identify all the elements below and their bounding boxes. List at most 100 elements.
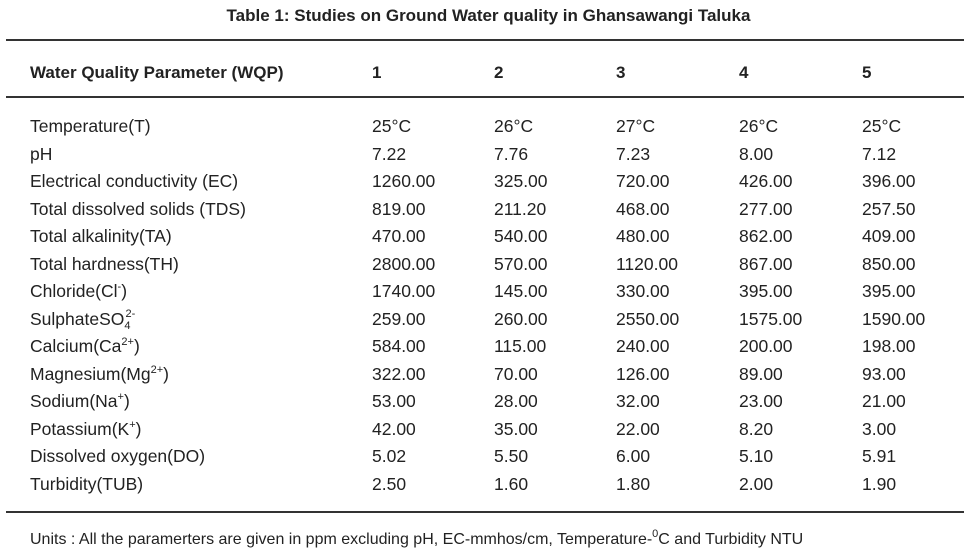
top-rule bbox=[6, 39, 964, 41]
parameter-name: Total hardness(TH) bbox=[30, 254, 179, 275]
value-cell: 25°C bbox=[862, 116, 902, 136]
header-col-5: 5 bbox=[862, 63, 872, 82]
value-cell: 35.00 bbox=[494, 418, 538, 439]
value-cell: 1260.00 bbox=[372, 171, 436, 191]
parameter-name: Total dissolved solids (TDS) bbox=[30, 199, 246, 220]
parameter-name: Calcium(Ca2+) bbox=[30, 336, 140, 357]
parameter-label: Potassium(K bbox=[30, 418, 130, 439]
value-cell: 2550.00 bbox=[616, 308, 680, 329]
parameter-label: Total hardness(TH) bbox=[30, 253, 179, 274]
value-cell: 325.00 bbox=[494, 171, 548, 191]
parameter-label-end: ) bbox=[135, 418, 142, 439]
table-title: Table 1: Studies on Ground Water quality… bbox=[226, 6, 751, 25]
value-cell: 540.00 bbox=[494, 226, 548, 246]
value-cell: 1120.00 bbox=[616, 253, 678, 274]
parameter-label: Magnesium(Mg bbox=[30, 363, 151, 384]
header-col-1: 1 bbox=[372, 63, 382, 82]
parameter-label: Sodium(Na bbox=[30, 391, 118, 411]
value-cell: 395.00 bbox=[739, 281, 793, 301]
value-cell: 257.50 bbox=[862, 198, 916, 219]
bottom-rule bbox=[6, 511, 964, 513]
parameter-superscript: - bbox=[117, 281, 122, 293]
parameter-label: Temperature(T) bbox=[30, 116, 151, 136]
footnote-text-end: C and Turbidity NTU bbox=[658, 531, 804, 548]
value-cell: 28.00 bbox=[494, 391, 538, 411]
parameter-superscript: + bbox=[129, 418, 136, 431]
value-cell: 277.00 bbox=[739, 198, 793, 219]
units-footnote: Units : All the paramerters are given in… bbox=[30, 528, 804, 549]
value-cell: 26°C bbox=[494, 116, 534, 136]
value-cell: 470.00 bbox=[372, 226, 426, 246]
parameter-label: Total alkalinity(TA) bbox=[30, 226, 172, 246]
value-cell: 8.00 bbox=[739, 143, 774, 164]
parameter-name: SulphateSO42- bbox=[30, 307, 136, 331]
value-cell: 27°C bbox=[616, 116, 656, 136]
value-cell: 862.00 bbox=[739, 226, 793, 246]
value-cell: 89.00 bbox=[739, 363, 783, 384]
value-cell: 850.00 bbox=[862, 253, 916, 274]
value-cell: 211.20 bbox=[494, 198, 547, 219]
parameter-superscript: 2- bbox=[125, 307, 136, 320]
value-cell: 5.91 bbox=[862, 446, 897, 466]
value-cell: 468.00 bbox=[616, 198, 670, 219]
value-cell: 260.00 bbox=[494, 308, 548, 329]
value-cell: 115.00 bbox=[494, 336, 547, 356]
parameter-name: Total alkalinity(TA) bbox=[30, 226, 172, 247]
value-cell: 584.00 bbox=[372, 336, 426, 356]
table-row: Potassium(K+) 42.00 35.00 22.00 8.20 3.00 bbox=[0, 419, 977, 446]
parameter-label: SulphateSO bbox=[30, 308, 125, 329]
value-cell: 70.00 bbox=[494, 363, 538, 384]
parameter-label: pH bbox=[30, 143, 53, 164]
value-cell: 7.76 bbox=[494, 143, 529, 164]
value-cell: 93.00 bbox=[862, 363, 906, 384]
value-cell: 426.00 bbox=[739, 171, 793, 191]
table-row: Sodium(Na+) 53.00 28.00 32.00 23.00 21.00 bbox=[0, 391, 977, 418]
table-row: SulphateSO42- 259.00 260.00 2550.00 1575.00 1… bbox=[0, 307, 977, 336]
table-row: Total alkalinity(TA) 470.00 540.00 480.00 86… bbox=[0, 226, 977, 253]
value-cell: 25°C bbox=[372, 116, 412, 136]
table-row: Total dissolved solids (TDS) 819.00 211.20… bbox=[0, 199, 977, 226]
header-rule bbox=[6, 96, 964, 98]
value-cell: 867.00 bbox=[739, 253, 793, 274]
parameter-name: pH bbox=[30, 144, 52, 165]
parameter-name: Magnesium(Mg2+) bbox=[30, 364, 169, 385]
value-cell: 570.00 bbox=[494, 253, 548, 274]
parameter-label-end: ) bbox=[163, 363, 169, 384]
value-cell: 3.00 bbox=[862, 418, 897, 439]
value-cell: 259.00 bbox=[372, 308, 426, 329]
parameter-label: Total dissolved solids (TDS) bbox=[30, 198, 246, 219]
parameter-label-end: ) bbox=[133, 336, 140, 356]
parameter-label: Calcium(Ca bbox=[30, 336, 122, 356]
value-cell: 7.22 bbox=[372, 143, 407, 164]
table-row: Electrical conductivity (EC) 1260.00 325.0… bbox=[0, 171, 977, 198]
table-row: Chloride(Cl-) 1740.00 145.00 330.00 395.00 39… bbox=[0, 281, 977, 308]
parameter-name: Turbidity(TUB) bbox=[30, 474, 143, 495]
value-cell: 22.00 bbox=[616, 418, 660, 439]
parameter-label-end: ) bbox=[123, 391, 130, 411]
value-cell: 2.00 bbox=[739, 473, 774, 494]
value-cell: 1.90 bbox=[862, 473, 897, 494]
parameter-label: Dissolved oxygen(DO) bbox=[30, 446, 206, 466]
footnote-superscript: 0 bbox=[652, 528, 659, 540]
table-row: Temperature(T) 25°C 26°C 27°C 26°C 25°C bbox=[0, 116, 977, 143]
table-row: pH 7.22 7.76 7.23 8.00 7.12 bbox=[0, 144, 977, 171]
parameter-name: Chloride(Cl-) bbox=[30, 281, 127, 302]
parameter-superscript: 2+ bbox=[150, 363, 164, 376]
table-row: Calcium(Ca2+) 584.00 115.00 240.00 200.00 198… bbox=[0, 336, 977, 363]
value-cell: 23.00 bbox=[739, 391, 783, 411]
value-cell: 409.00 bbox=[862, 226, 916, 246]
value-cell: 8.20 bbox=[739, 418, 774, 439]
parameter-label: Electrical conductivity (EC) bbox=[30, 171, 239, 191]
value-cell: 42.00 bbox=[372, 418, 416, 439]
value-cell: 1.60 bbox=[494, 473, 529, 494]
value-cell: 322.00 bbox=[372, 363, 426, 384]
table-row: Total hardness(TH) 2800.00 570.00 1120.00 86… bbox=[0, 254, 977, 281]
parameter-name: Potassium(K+) bbox=[30, 419, 141, 440]
parameter-label: Chloride(Cl bbox=[30, 281, 118, 301]
header-col-4: 4 bbox=[739, 63, 749, 82]
header-parameter: Water Quality Parameter (WQP) bbox=[30, 63, 284, 82]
value-cell: 1575.00 bbox=[739, 308, 803, 329]
value-cell: 5.10 bbox=[739, 446, 774, 466]
value-cell: 5.02 bbox=[372, 446, 407, 466]
table-row: Dissolved oxygen(DO) 5.02 5.50 6.00 5.10 5.91 bbox=[0, 446, 977, 473]
